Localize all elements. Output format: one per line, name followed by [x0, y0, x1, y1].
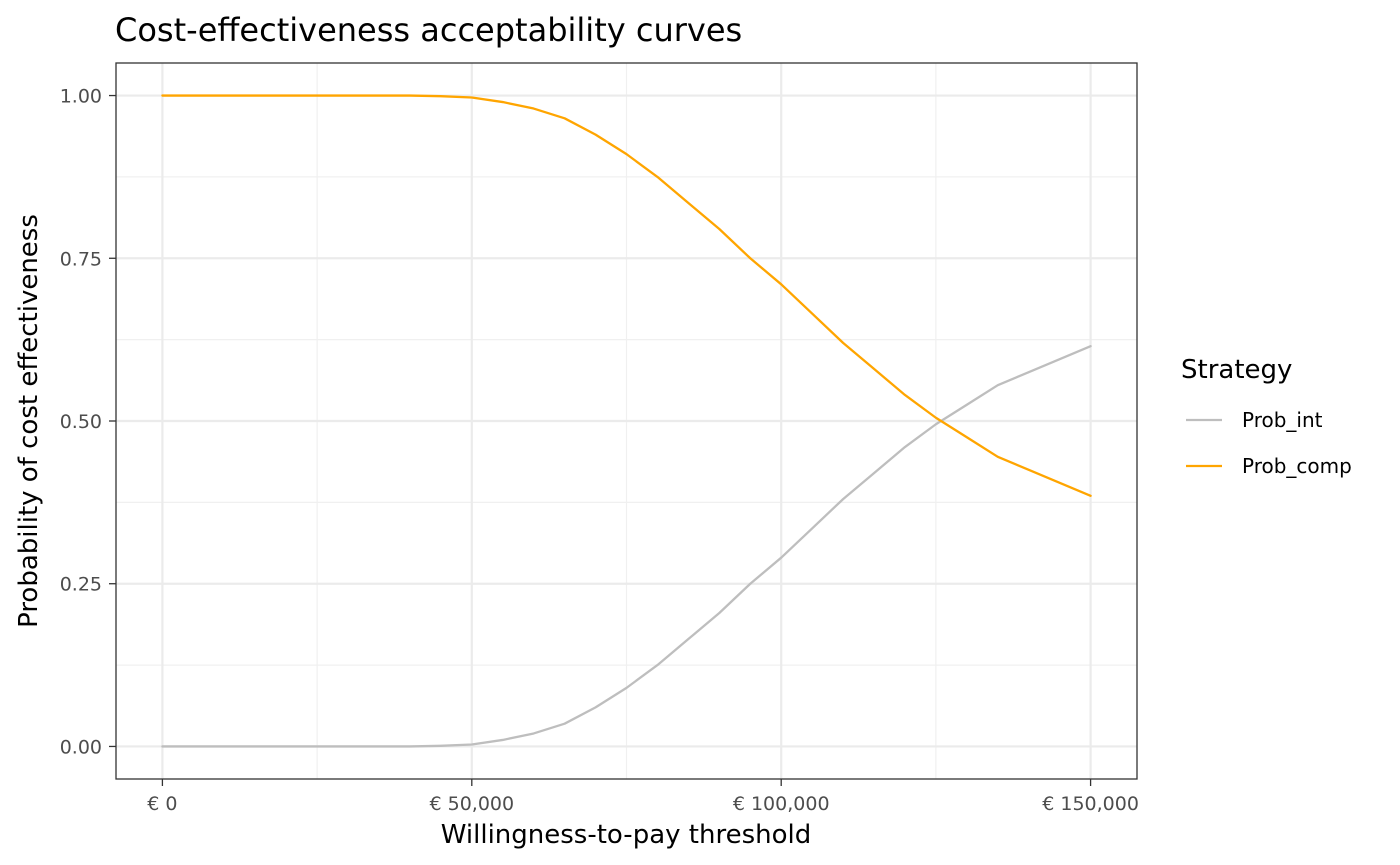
series-line-prob-comp: [161, 94, 1092, 498]
plot-panel: [115, 62, 1138, 780]
y-tick-label: 0.00: [60, 736, 102, 758]
series-lines: [161, 94, 1092, 748]
y-tick-label: 0.50: [60, 411, 102, 433]
legend-item: Prob_int: [1186, 408, 1323, 432]
legend-label: Prob_comp: [1242, 454, 1352, 478]
series-line-prob-int: [161, 344, 1092, 748]
legend-item: Prob_comp: [1186, 454, 1352, 478]
y-axis-title: Probability of cost effectiveness: [14, 214, 44, 628]
x-tick-label: € 100,000: [733, 793, 830, 815]
x-tick-label: € 0: [147, 793, 177, 815]
legend-title: Strategy: [1181, 355, 1292, 385]
x-tick-label: € 50,000: [429, 793, 514, 815]
y-axis: 0.00 0.25 0.50 0.75 1.00: [60, 86, 116, 758]
legend: Strategy Prob_int Prob_comp: [1181, 355, 1352, 478]
y-tick-label: 0.25: [60, 574, 102, 596]
y-tick-label: 0.75: [60, 248, 102, 270]
x-axis-title: Willingness-to-pay threshold: [441, 820, 811, 850]
legend-items: Prob_int Prob_comp: [1186, 408, 1352, 478]
y-tick-label: 1.00: [60, 86, 102, 108]
x-axis: € 0 € 50,000 € 100,000 € 150,000: [147, 779, 1139, 815]
legend-label: Prob_int: [1242, 408, 1323, 432]
x-tick-label: € 150,000: [1042, 793, 1139, 815]
chart-title: Cost-effectiveness acceptability curves: [115, 11, 742, 49]
